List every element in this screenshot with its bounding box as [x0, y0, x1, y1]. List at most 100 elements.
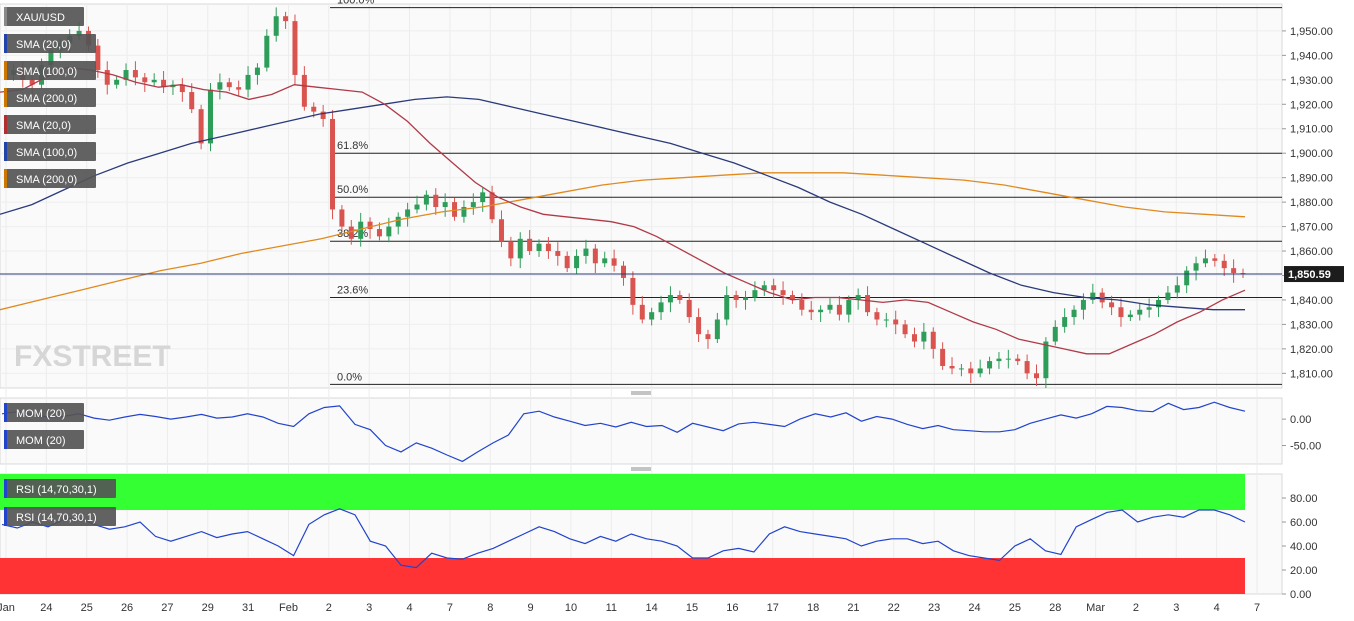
candle-body	[273, 16, 279, 36]
indicator-chip-bg[interactable]	[4, 34, 96, 53]
mom-chip-label[interactable]: MOM (20)	[16, 408, 66, 420]
candle-body	[1062, 317, 1068, 327]
rsi-oversold-zone	[0, 558, 1245, 594]
mom-y-tick-label: 0.00	[1290, 414, 1311, 426]
candle-body	[921, 331, 927, 342]
indicator-chip-label[interactable]: SMA (200,0)	[16, 93, 77, 105]
candle-body	[330, 118, 336, 210]
candle-body	[799, 299, 805, 310]
indicator-chip-bg[interactable]	[4, 115, 96, 134]
candle-body	[621, 265, 626, 278]
rsi-overbought-zone	[0, 474, 1245, 510]
indicator-chip-bg[interactable]	[4, 142, 96, 161]
x-tick-label: 2	[326, 602, 332, 614]
candle-body	[564, 255, 570, 269]
candle-body	[480, 192, 486, 203]
candle-body	[1052, 326, 1058, 342]
sma20-line	[0, 66, 1246, 355]
candle-body	[114, 79, 120, 85]
indicator-chip-label[interactable]: SMA (100,0)	[16, 147, 77, 159]
indicator-chip-bg[interactable]	[4, 169, 96, 188]
candle-body	[677, 295, 683, 300]
symbol-chip-bg[interactable]	[4, 7, 84, 26]
candle-body	[696, 317, 702, 335]
candle-body	[1174, 285, 1180, 293]
y-tick-label: 1,830.00	[1290, 319, 1333, 331]
candle-body	[358, 221, 364, 239]
symbol-chip-accent	[4, 7, 7, 26]
candle-body	[311, 106, 317, 112]
x-tick-label: 25	[1009, 602, 1021, 614]
candle-body	[1005, 358, 1011, 360]
candle-body	[733, 295, 739, 300]
rsi-chip-bg[interactable]	[4, 479, 116, 498]
rsi-y-tick-label: 20.00	[1290, 565, 1318, 577]
indicator-chip-label[interactable]: SMA (20,0)	[16, 39, 71, 51]
indicator-chip-accent	[4, 142, 7, 161]
candle-body	[855, 295, 861, 300]
x-tick-label: 28	[1049, 602, 1061, 614]
candle-body	[949, 365, 955, 369]
symbol-chip-label[interactable]: XAU/USD	[16, 12, 65, 24]
candle-body	[1156, 299, 1162, 308]
y-tick-label: 1,810.00	[1290, 368, 1333, 380]
fib-level-label: 0.0%	[337, 371, 362, 383]
candle-body	[977, 368, 983, 374]
mom-chip-bg[interactable]	[4, 403, 84, 422]
x-tick-label: Jan	[0, 602, 15, 614]
candle-body	[893, 319, 899, 325]
indicator-chip-bg[interactable]	[4, 61, 96, 80]
candle-body	[1165, 292, 1171, 300]
candle-body	[987, 361, 993, 369]
candle-body	[996, 358, 1002, 362]
candle-body	[1090, 292, 1096, 300]
candle-body	[686, 299, 692, 318]
rsi-chip-label[interactable]: RSI (14,70,30,1)	[16, 512, 97, 524]
candle-body	[132, 70, 138, 78]
x-tick-label: 21	[847, 602, 859, 614]
candle-body	[414, 204, 420, 210]
y-tick-label: 1,940.00	[1290, 50, 1333, 62]
candle-body	[301, 74, 307, 107]
mom-chip-bg[interactable]	[4, 430, 84, 449]
candle-body	[592, 248, 598, 264]
mom-chip-label[interactable]: MOM (20)	[16, 435, 66, 447]
y-tick-label: 1,840.00	[1290, 295, 1333, 307]
x-tick-label: 23	[928, 602, 940, 614]
rsi-chip-bg[interactable]	[4, 507, 116, 526]
indicator-chip-label[interactable]: SMA (200,0)	[16, 174, 77, 186]
mom-y-tick-label: -50.00	[1290, 441, 1321, 453]
candle-body	[320, 111, 326, 119]
indicator-chip-label[interactable]: SMA (20,0)	[16, 120, 71, 132]
candle-body	[714, 319, 720, 340]
candle-body	[968, 368, 974, 374]
candle-body	[1109, 302, 1115, 308]
rsi-chip-label[interactable]: RSI (14,70,30,1)	[16, 484, 97, 496]
last-price-tag	[1284, 266, 1344, 283]
candle-body	[452, 202, 458, 217]
x-tick-label: 29	[202, 602, 214, 614]
rsi-y-tick-label: 60.00	[1290, 517, 1318, 529]
candle-body	[1071, 309, 1077, 318]
candle-body	[198, 109, 204, 144]
indicator-chip-label[interactable]: SMA (100,0)	[16, 66, 77, 78]
candle-body	[433, 194, 439, 208]
candle-body	[818, 309, 824, 313]
x-tick-label: 27	[161, 602, 173, 614]
indicator-chip-bg[interactable]	[4, 88, 96, 107]
candle-body	[395, 216, 401, 227]
fib-level-label: 61.8%	[337, 140, 368, 152]
candle-body	[752, 290, 758, 298]
x-tick-label: 7	[447, 602, 453, 614]
candle-body	[1146, 307, 1152, 310]
candle-body	[179, 84, 185, 93]
candle-body	[1212, 258, 1218, 261]
candle-body	[930, 331, 936, 349]
candle-body	[367, 221, 373, 230]
fib-level-label: 100.0%	[337, 0, 375, 7]
mom-chip-accent	[4, 403, 7, 422]
candle-body	[874, 312, 880, 320]
x-tick-label: 18	[807, 602, 819, 614]
x-tick-label: 26	[121, 602, 133, 614]
candle-body	[376, 229, 382, 237]
